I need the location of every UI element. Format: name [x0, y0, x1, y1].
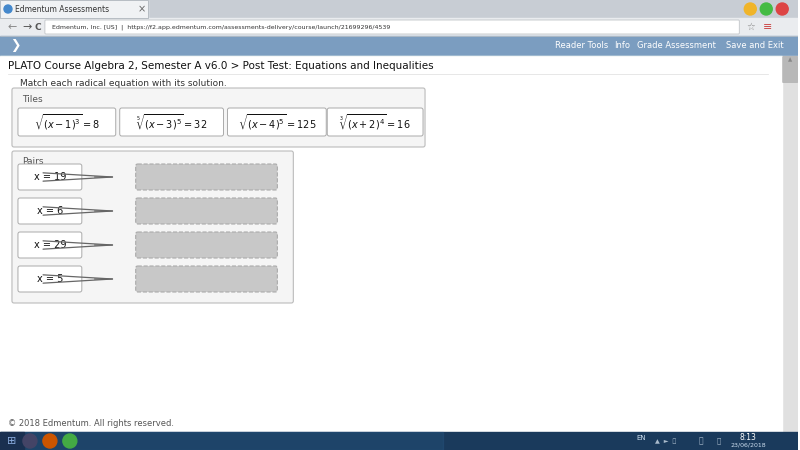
Text: Tiles: Tiles — [22, 94, 42, 104]
Bar — [148, 0, 736, 18]
FancyBboxPatch shape — [12, 88, 425, 147]
Text: Pairs: Pairs — [22, 158, 43, 166]
FancyBboxPatch shape — [18, 232, 82, 258]
Text: C: C — [35, 22, 42, 32]
Text: ▲: ▲ — [788, 58, 792, 63]
Bar — [782, 56, 798, 432]
Bar — [0, 0, 798, 18]
Circle shape — [776, 3, 788, 15]
FancyBboxPatch shape — [18, 266, 82, 292]
Text: ←: ← — [8, 22, 18, 32]
Text: Match each radical equation with its solution.: Match each radical equation with its sol… — [20, 80, 226, 89]
Text: →: → — [22, 22, 31, 32]
Text: Grade Assessment: Grade Assessment — [637, 41, 715, 50]
FancyBboxPatch shape — [327, 108, 423, 136]
Bar — [0, 0, 148, 18]
FancyBboxPatch shape — [136, 164, 278, 190]
FancyBboxPatch shape — [227, 108, 326, 136]
Bar — [24, 432, 443, 450]
Text: © 2018 Edmentum. All rights reserved.: © 2018 Edmentum. All rights reserved. — [8, 418, 174, 427]
Text: Info: Info — [614, 41, 630, 50]
Text: 🔊: 🔊 — [698, 436, 703, 446]
FancyBboxPatch shape — [18, 108, 116, 136]
Bar — [0, 56, 782, 432]
Text: ❯: ❯ — [10, 40, 21, 53]
Text: 📶: 📶 — [716, 438, 721, 444]
Text: Edmentum, Inc. [US]  |  https://f2.app.edmentum.com/assessments-delivery/course/: Edmentum, Inc. [US] | https://f2.app.edm… — [52, 24, 390, 30]
Text: Reader Tools: Reader Tools — [554, 41, 608, 50]
Text: $\sqrt{(x-1)^3}=8$: $\sqrt{(x-1)^3}=8$ — [34, 112, 100, 132]
Text: ×: × — [138, 4, 146, 14]
Text: $\sqrt[5]{(x-3)^5}=32$: $\sqrt[5]{(x-3)^5}=32$ — [136, 112, 207, 132]
FancyBboxPatch shape — [136, 232, 278, 258]
Bar — [0, 432, 798, 450]
FancyBboxPatch shape — [45, 20, 739, 34]
Bar — [0, 36, 798, 56]
Text: ▲  ►  ⬛: ▲ ► ⬛ — [654, 438, 676, 444]
FancyBboxPatch shape — [18, 198, 82, 224]
FancyBboxPatch shape — [136, 266, 278, 292]
Text: Edmentum Assessments: Edmentum Assessments — [15, 4, 109, 13]
Circle shape — [63, 434, 77, 448]
Circle shape — [760, 3, 772, 15]
Text: $\sqrt{(x-4)^5}=125$: $\sqrt{(x-4)^5}=125$ — [238, 112, 316, 132]
Text: ≡: ≡ — [763, 22, 773, 32]
Text: x = 5: x = 5 — [37, 274, 63, 284]
Text: PLATO Course Algebra 2, Semester A v6.0 > Post Test: Equations and Inequalities: PLATO Course Algebra 2, Semester A v6.0 … — [8, 61, 434, 71]
Text: x = 29: x = 29 — [34, 240, 66, 250]
Text: EN: EN — [637, 435, 646, 441]
FancyBboxPatch shape — [782, 56, 798, 83]
Circle shape — [23, 434, 37, 448]
Text: ⊞: ⊞ — [7, 436, 17, 446]
Text: x = 6: x = 6 — [37, 206, 63, 216]
Text: $\sqrt[3]{(x+2)^4}=16$: $\sqrt[3]{(x+2)^4}=16$ — [339, 112, 411, 132]
FancyBboxPatch shape — [18, 164, 82, 190]
Bar — [0, 432, 24, 450]
Text: Save and Exit: Save and Exit — [726, 41, 784, 50]
FancyBboxPatch shape — [136, 198, 278, 224]
Circle shape — [4, 5, 12, 13]
Text: x = 19: x = 19 — [34, 172, 66, 182]
Text: 23/06/2018: 23/06/2018 — [730, 442, 766, 447]
Text: ☆: ☆ — [746, 22, 755, 32]
Text: 8:13: 8:13 — [740, 433, 757, 442]
FancyBboxPatch shape — [12, 151, 294, 303]
FancyBboxPatch shape — [120, 108, 223, 136]
Circle shape — [43, 434, 57, 448]
Bar — [0, 18, 798, 36]
Circle shape — [744, 3, 756, 15]
Bar — [0, 0, 148, 18]
